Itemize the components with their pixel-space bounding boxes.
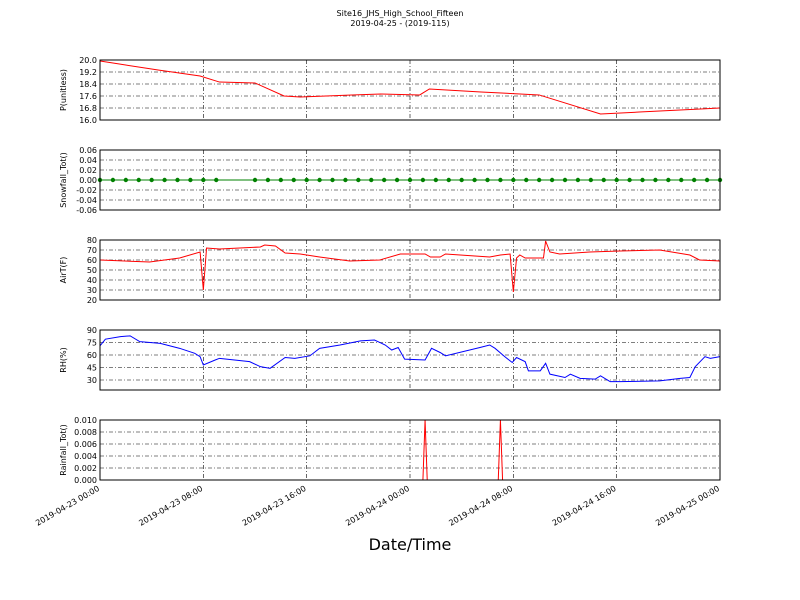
- data-point: [201, 177, 206, 183]
- y-tick-label: 0.04: [79, 156, 97, 165]
- y-tick-label: 45: [87, 364, 97, 373]
- y-tick-label: 0.006: [74, 440, 97, 449]
- data-line: [99, 240, 721, 293]
- y-tick-label: 80: [87, 236, 97, 245]
- y-tick-label: 75: [87, 339, 97, 348]
- y-axis-label: AirT(F): [59, 257, 68, 284]
- data-point: [188, 177, 193, 183]
- data-point: [149, 177, 154, 183]
- data-point: [123, 177, 129, 183]
- data-point: [291, 177, 296, 183]
- y-tick-label: 0.010: [74, 416, 97, 425]
- plot-frame: [99, 239, 721, 301]
- data-point: [446, 177, 451, 183]
- plot-frame: [99, 59, 721, 121]
- data-point: [666, 177, 671, 183]
- y-tick-label: -0.02: [76, 186, 97, 195]
- data-point: [679, 177, 684, 183]
- y-tick-label: 0.004: [74, 452, 97, 461]
- data-point: [691, 177, 697, 183]
- y-tick-label: 90: [87, 326, 97, 335]
- y-tick-label: 0.06: [79, 146, 97, 155]
- y-tick-label: 0.00: [79, 176, 97, 185]
- y-tick-label: 20: [87, 296, 97, 305]
- y-axis-label: RH(%): [59, 347, 68, 372]
- plot-frame: [99, 329, 721, 391]
- data-point: [524, 177, 529, 183]
- data-point: [485, 177, 490, 183]
- data-point: [601, 177, 606, 183]
- data-point: [252, 177, 258, 183]
- y-tick-label: 19.2: [79, 68, 97, 77]
- y-tick-label: 0.002: [74, 464, 97, 473]
- data-point: [627, 177, 632, 183]
- y-axis-label: Snowfall_Tot(): [59, 152, 68, 208]
- data-point: [265, 177, 271, 183]
- data-point: [420, 177, 426, 183]
- data-point: [549, 177, 555, 183]
- data-point: [175, 177, 180, 183]
- chart-subtitle: 2019-04-25 - (2019-115): [350, 19, 449, 28]
- data-point: [498, 177, 503, 183]
- x-axis-label: Date/Time: [369, 535, 452, 554]
- data-point: [575, 177, 581, 183]
- data-point: [562, 177, 568, 183]
- data-point: [536, 177, 542, 183]
- data-line: [99, 335, 721, 383]
- data-point: [381, 177, 387, 183]
- y-tick-label: 0.02: [79, 166, 97, 175]
- data-point: [407, 177, 413, 183]
- data-point: [136, 177, 141, 183]
- y-tick-label: 60: [87, 256, 97, 265]
- data-point: [433, 177, 439, 183]
- data-point: [588, 177, 594, 183]
- data-point: [472, 177, 477, 183]
- y-tick-label: 0.000: [74, 476, 97, 485]
- chart-title: Site16_JHS_High_School_Fifteen: [337, 9, 464, 18]
- y-tick-label: -0.04: [76, 196, 97, 205]
- y-tick-label: 20.0: [79, 56, 97, 65]
- y-tick-label: 30: [87, 286, 97, 295]
- y-tick-label: 17.6: [79, 92, 97, 101]
- data-point: [330, 177, 335, 183]
- y-tick-label: 18.4: [79, 80, 97, 89]
- y-tick-label: 50: [87, 266, 97, 275]
- y-tick-label: 0.008: [74, 428, 97, 437]
- y-tick-label: 16.8: [79, 104, 97, 113]
- data-point: [614, 177, 619, 183]
- data-point: [640, 177, 645, 183]
- y-tick-label: 40: [87, 276, 97, 285]
- y-tick-label: 30: [87, 376, 97, 385]
- data-point: [394, 177, 400, 183]
- y-tick-label: -0.06: [76, 206, 97, 215]
- data-point: [369, 177, 374, 183]
- y-tick-label: 70: [87, 246, 97, 255]
- data-point: [278, 177, 284, 183]
- data-point: [356, 177, 361, 183]
- data-point: [162, 177, 167, 183]
- data-point: [704, 177, 710, 183]
- y-axis-label: Rainfall_Tot(): [59, 424, 68, 476]
- y-tick-label: 16.0: [79, 116, 97, 125]
- plot-frame: [99, 419, 721, 481]
- data-point: [511, 177, 516, 183]
- data-point: [459, 177, 464, 183]
- data-point: [304, 177, 309, 183]
- data-point: [110, 177, 116, 183]
- data-point: [317, 177, 322, 183]
- y-axis-label: P(unitless): [59, 69, 68, 111]
- data-point: [653, 177, 658, 183]
- data-point: [343, 177, 348, 183]
- y-tick-label: 60: [87, 351, 97, 360]
- data-point: [214, 177, 219, 183]
- plot-frame: [99, 149, 721, 211]
- data-line: [99, 60, 721, 115]
